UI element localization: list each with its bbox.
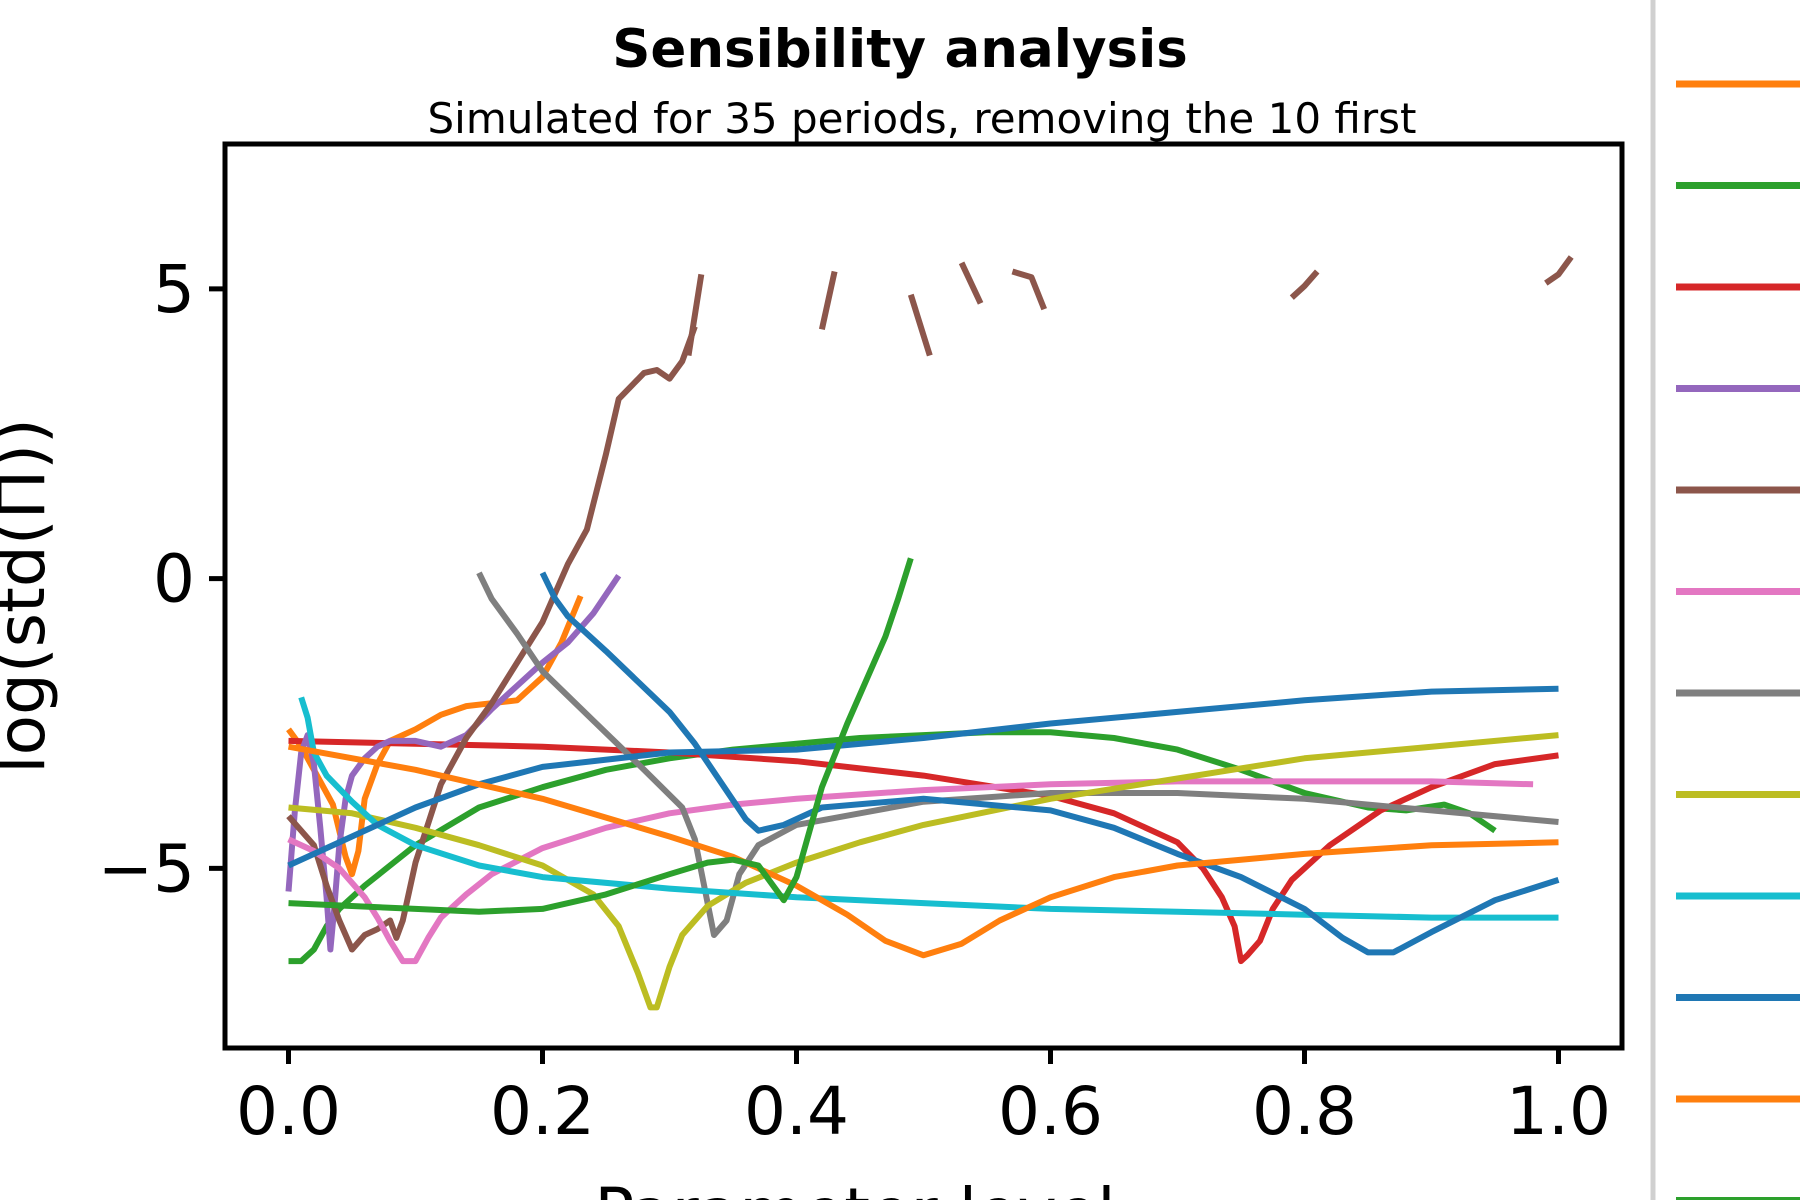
series-line-10: [1011, 268, 1047, 311]
x-axis: 0.0 0.2 0.4 0.6 0.8 1.0: [236, 1048, 1611, 1150]
plot-frame: [222, 141, 1625, 1051]
series-layer: [285, 255, 1574, 1011]
y-axis-label: log(std(Π)): [0, 418, 60, 773]
series-line-20: [288, 557, 914, 915]
series-line-8: [907, 293, 933, 357]
series-line-1: [286, 594, 584, 878]
series-line-14: [476, 571, 1559, 938]
x-tick-label-1: 0.0: [236, 1073, 341, 1150]
series-line-2: [288, 729, 1497, 965]
series-line-11: [1289, 269, 1320, 300]
series-line-15: [288, 732, 1559, 1011]
y-tick-label-1: −5: [98, 830, 195, 907]
y-tick-label-2: 0: [153, 541, 195, 618]
series-line-6: [685, 273, 705, 356]
x-tick-label-5: 0.8: [1252, 1073, 1357, 1150]
series-line-5: [286, 325, 698, 953]
x-axis-label: Parameter level: [594, 1174, 1115, 1200]
y-tick-label-3: 5: [153, 251, 195, 328]
chart-subtitle: Simulated for 35 periods, removing the 1…: [428, 94, 1417, 143]
series-line-4: [285, 574, 622, 953]
legend: [1676, 80, 1800, 1200]
series-line-9: [958, 261, 984, 305]
series-line-17: [287, 685, 1559, 869]
x-tick-label-6: 1.0: [1506, 1073, 1611, 1150]
series-line-12: [1544, 255, 1574, 286]
y-axis: −5 0 5: [98, 251, 225, 907]
x-tick-label-4: 0.6: [998, 1073, 1103, 1150]
series-line-13: [287, 778, 1534, 965]
x-tick-label-3: 0.4: [744, 1073, 849, 1150]
x-tick-label-2: 0.2: [490, 1073, 595, 1150]
series-line-16: [298, 696, 1559, 921]
series-line-18: [539, 571, 1560, 956]
chart-title: Sensibility analysis: [612, 19, 1188, 80]
series-line-19: [287, 743, 1559, 959]
series-line-7: [818, 270, 838, 331]
